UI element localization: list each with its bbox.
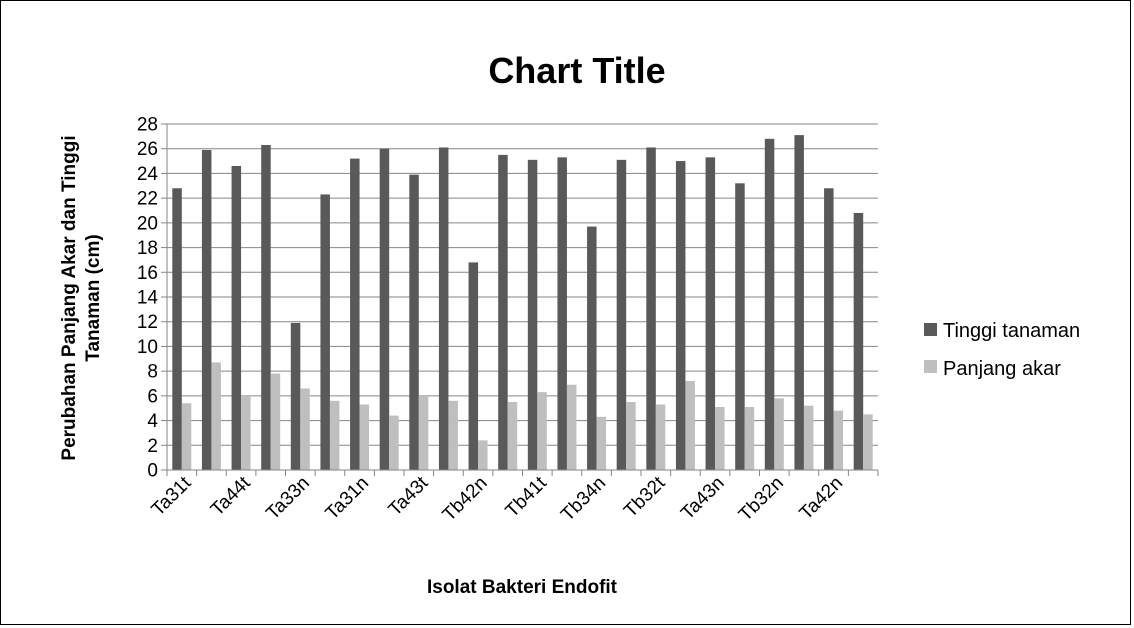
bar-panjang-akar: [181, 403, 192, 470]
x-tick-label: Ta44t: [207, 472, 255, 520]
bar-panjang-akar: [596, 416, 607, 470]
bar-panjang-akar: [803, 405, 814, 470]
bar-panjang-akar: [655, 404, 666, 470]
bar-panjang-akar: [626, 402, 636, 470]
bar-panjang-akar: [211, 362, 221, 470]
bar-panjang-akar: [744, 406, 755, 470]
legend-label-tinggi-tanaman: Tinggi tanaman: [943, 320, 1080, 342]
x-tick-label: Tb32t: [620, 472, 670, 522]
y-tick-label: 2: [147, 436, 158, 457]
bar-tinggi-tanaman: [824, 188, 834, 470]
gridlines: [167, 123, 878, 446]
bar-tinggi-tanaman: [764, 138, 775, 471]
bar-tinggi-tanaman: [350, 158, 360, 470]
bar-tinggi-tanaman: [675, 161, 686, 471]
legend: Tinggi tanaman Panjang akar: [924, 320, 1080, 380]
y-tick-label: 10: [137, 337, 158, 358]
bar-tinggi-tanaman: [231, 166, 242, 470]
bar-tinggi-tanaman: [409, 174, 419, 470]
bar-panjang-akar: [448, 400, 458, 470]
x-tick-label: Ta31n: [322, 473, 373, 524]
bar-tinggi-tanaman: [705, 157, 716, 470]
x-tick-label: Tb41t: [502, 472, 552, 522]
bar-panjang-akar: [863, 414, 873, 470]
bar-tinggi-tanaman: [201, 149, 212, 470]
bar-panjang-akar: [833, 410, 844, 470]
x-tick-label: Ta43n: [677, 473, 728, 524]
y-tick-label: 18: [137, 238, 158, 259]
bar-tinggi-tanaman: [468, 262, 479, 470]
y-axis-title-line-1: Perubahan Panjang Akar dan Tinggi: [59, 135, 80, 460]
bar-panjang-akar: [566, 384, 577, 470]
bar-panjang-akar: [241, 395, 251, 470]
y-tick-label: 20: [137, 213, 158, 234]
bar-panjang-akar: [507, 402, 518, 470]
x-tick-label: Ta42n: [796, 473, 847, 524]
bar-tinggi-tanaman: [735, 183, 745, 471]
bar-tinggi-tanaman: [379, 148, 390, 470]
bar-panjang-akar: [300, 388, 310, 470]
bar-panjang-akar: [685, 381, 695, 470]
x-tick-label: Ta43t: [385, 472, 433, 520]
legend-label-panjang-akar: Panjang akar: [943, 358, 1061, 380]
x-tick-label: Tb42n: [439, 473, 492, 526]
bar-panjang-akar: [389, 415, 399, 470]
bar-panjang-akar: [270, 373, 281, 470]
x-tick-label: Tb32n: [735, 473, 788, 526]
bar-tinggi-tanaman: [498, 154, 508, 470]
y-tick-label: 28: [137, 115, 158, 136]
bar-panjang-akar: [418, 395, 429, 470]
legend-swatch-panjang-akar: [924, 360, 937, 373]
bar-tinggi-tanaman: [438, 147, 449, 470]
y-axis-title-line-2: Tanaman (cm): [83, 234, 104, 361]
bar-panjang-akar: [537, 392, 547, 470]
y-tick-label: 8: [147, 362, 158, 383]
chart-title: Chart Title: [488, 50, 665, 91]
y-tick-label: 16: [137, 263, 158, 284]
y-tick-label: 0: [147, 461, 158, 482]
x-tick-label: Tb34n: [557, 473, 610, 526]
bar-tinggi-tanaman: [527, 159, 538, 471]
y-tick-label: 24: [137, 164, 159, 185]
y-tick-label: 26: [137, 139, 158, 160]
bar-tinggi-tanaman: [794, 135, 804, 470]
axes: [166, 124, 879, 476]
legend-swatch-tinggi-tanaman: [924, 323, 937, 336]
bar-panjang-akar: [774, 398, 784, 470]
bar-tinggi-tanaman: [172, 188, 182, 470]
bar-tinggi-tanaman: [261, 145, 271, 470]
bar-tinggi-tanaman: [557, 157, 567, 470]
bar-tinggi-tanaman: [853, 212, 864, 470]
x-tick-label: Ta33n: [262, 473, 313, 524]
bar-tinggi-tanaman: [587, 226, 597, 470]
bar-tinggi-tanaman: [290, 322, 301, 470]
y-tick-label: 22: [137, 189, 158, 210]
bar-tinggi-tanaman: [320, 194, 330, 470]
x-axis-ticks: Ta31t Ta44t Ta33n Ta31n Ta43t Tb42n Tb41t Tb34n…: [148, 472, 847, 525]
bar-tinggi-tanaman: [616, 159, 627, 471]
x-axis-title: Isolat Bakteri Endofit: [427, 577, 618, 598]
bar-panjang-akar: [329, 400, 340, 470]
bar-panjang-akar: [478, 440, 488, 470]
bar-tinggi-tanaman: [646, 147, 656, 470]
bar-panjang-akar: [715, 406, 725, 470]
bars: [172, 135, 873, 471]
y-tick-label: 4: [147, 411, 158, 432]
y-tick-label: 14: [137, 288, 159, 309]
y-tick-label: 12: [137, 312, 158, 333]
y-tick-label: 6: [147, 386, 158, 407]
bar-panjang-akar: [359, 404, 370, 470]
